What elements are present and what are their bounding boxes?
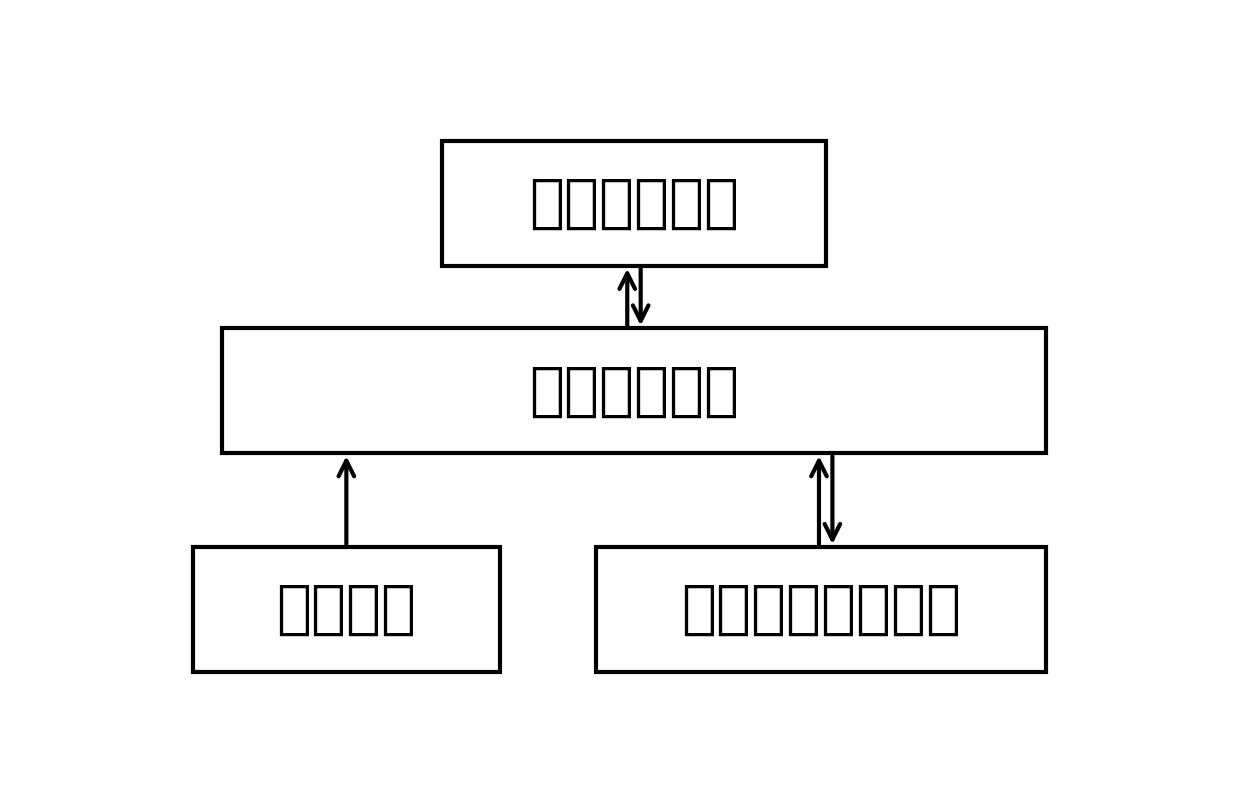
Text: 分析控制模块: 分析控制模块 xyxy=(529,363,738,419)
Text: 足球投射模块: 足球投射模块 xyxy=(529,175,738,232)
Text: 球员识别跟踪模块: 球员识别跟踪模块 xyxy=(680,581,961,638)
Text: 输入模块: 输入模块 xyxy=(276,581,417,638)
Bar xyxy=(221,328,1047,453)
Bar xyxy=(596,547,1047,672)
Bar xyxy=(442,141,826,266)
Bar xyxy=(193,547,500,672)
